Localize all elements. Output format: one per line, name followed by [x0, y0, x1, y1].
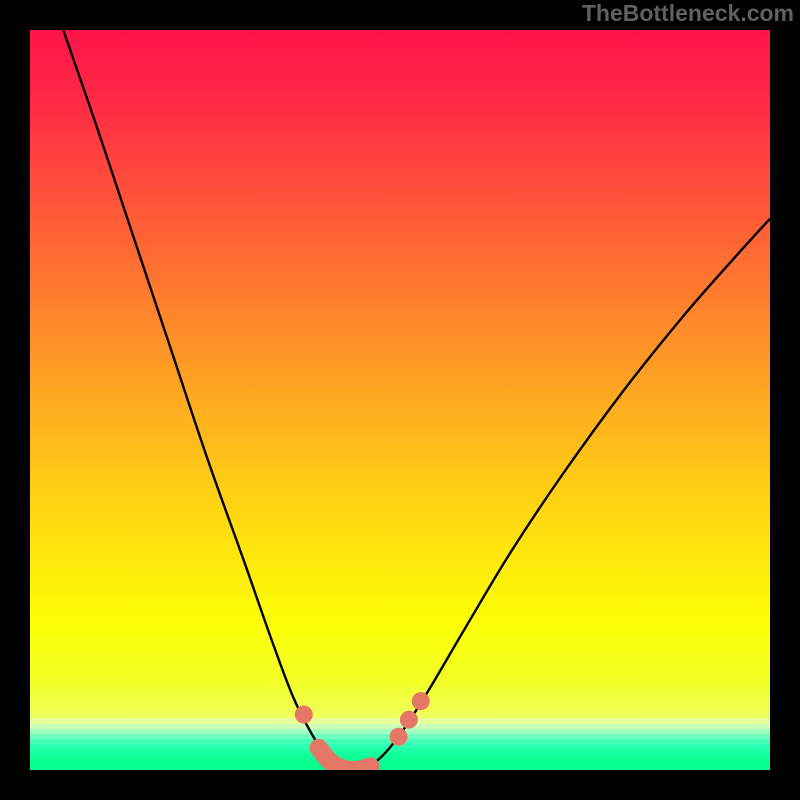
marker-dot: [295, 706, 313, 724]
chart-frame: TheBottleneck.com: [0, 0, 800, 800]
plot-area: [30, 30, 770, 770]
bottleneck-curve: [63, 30, 770, 770]
marker-dot: [390, 728, 408, 746]
marker-dot: [400, 711, 418, 729]
marker-dot: [412, 692, 430, 710]
highlight-segment: [319, 748, 371, 770]
curve-layer: [30, 30, 770, 770]
watermark-text: TheBottleneck.com: [582, 0, 794, 27]
